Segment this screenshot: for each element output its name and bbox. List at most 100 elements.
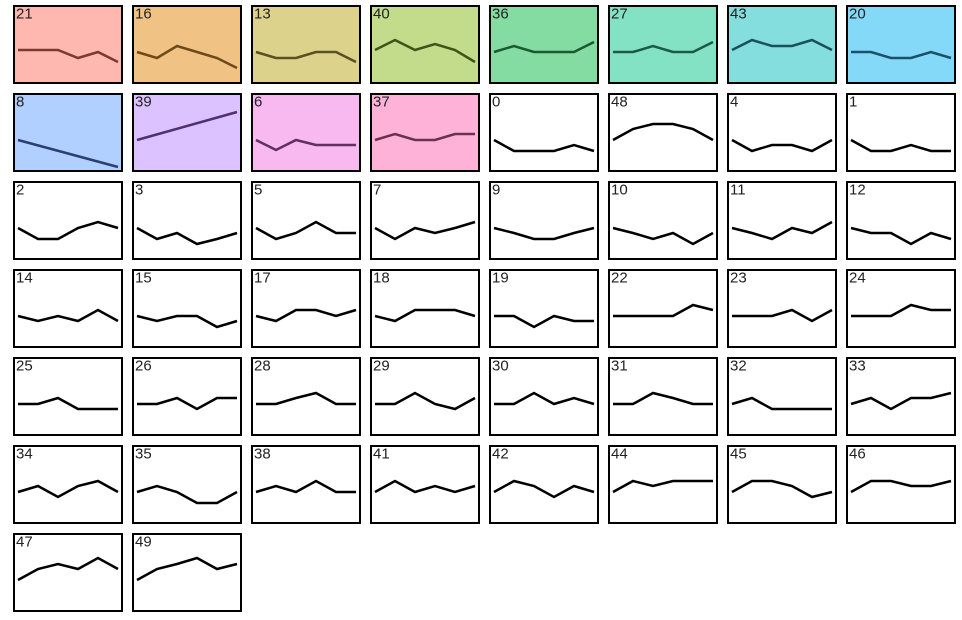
sparkline (613, 303, 714, 318)
sparkline (731, 479, 833, 499)
sparkline (494, 314, 594, 329)
sparkline (255, 138, 356, 152)
tile[interactable] (846, 181, 956, 260)
sparkline (255, 479, 356, 494)
tile-label: 24 (849, 269, 866, 286)
tile-label: 12 (849, 181, 866, 198)
sparkline (17, 220, 119, 241)
tile-label: 1 (849, 93, 857, 110)
tile[interactable] (251, 445, 361, 524)
tile-label: 15 (135, 269, 152, 286)
tile-label: 19 (492, 269, 509, 286)
sparkline (850, 138, 951, 153)
sparkline (613, 40, 714, 54)
tile[interactable] (251, 93, 361, 172)
tile-label: 45 (730, 445, 747, 462)
sparkline (255, 50, 357, 64)
tile[interactable] (489, 181, 599, 260)
tile[interactable] (489, 93, 599, 172)
tile-label: 36 (492, 5, 509, 22)
tile-label: 31 (611, 357, 628, 374)
tile-label: 46 (849, 445, 866, 462)
sparkline (851, 303, 951, 318)
tile[interactable] (132, 445, 242, 524)
tile[interactable] (727, 269, 837, 348)
sparkline (256, 391, 356, 406)
tile-label: 8 (16, 93, 24, 110)
sparkline (374, 479, 476, 494)
tile-label: 23 (730, 269, 747, 286)
sparkline (493, 40, 595, 54)
tile-label: 2 (16, 181, 24, 198)
tile[interactable] (13, 5, 123, 84)
sparkline (613, 391, 713, 406)
tile[interactable] (608, 5, 718, 84)
tile-label: 48 (611, 93, 628, 110)
tile-label: 33 (849, 357, 866, 374)
tile-label: 9 (492, 181, 500, 198)
tile[interactable] (489, 5, 599, 84)
tile[interactable] (132, 269, 242, 348)
tile[interactable] (132, 93, 242, 172)
tile[interactable] (370, 357, 480, 436)
tile[interactable] (13, 181, 123, 260)
tile[interactable] (608, 269, 718, 348)
tile[interactable] (370, 5, 480, 84)
sparkline (375, 391, 476, 411)
sparkline (17, 479, 119, 499)
sparkline (17, 138, 119, 169)
sparkline (731, 396, 832, 411)
sparkline (731, 220, 833, 241)
tile-label: 5 (254, 181, 262, 198)
sparkline (732, 308, 833, 323)
tile[interactable] (727, 357, 837, 436)
tile[interactable] (13, 269, 123, 348)
sparkline (136, 556, 238, 582)
tile-label: 38 (254, 445, 271, 462)
tile-label: 6 (254, 93, 262, 110)
tile-label: 7 (373, 181, 381, 198)
tile[interactable] (251, 181, 361, 260)
sparkline (612, 122, 714, 142)
tile[interactable] (846, 5, 956, 84)
sparkline (136, 226, 238, 246)
tile[interactable] (846, 93, 956, 172)
tile-label: 39 (135, 93, 152, 110)
sparkline (850, 391, 952, 411)
tile-label: 10 (611, 181, 628, 198)
tile[interactable] (608, 181, 718, 260)
tile[interactable] (370, 181, 480, 260)
tile[interactable] (727, 93, 837, 172)
sparkline (374, 308, 476, 323)
sparkline (255, 308, 357, 323)
sparkline (494, 391, 595, 406)
tile-label: 13 (254, 5, 271, 22)
tile[interactable] (13, 93, 123, 172)
tile-label: 30 (492, 357, 509, 374)
sparkline (612, 226, 714, 246)
tile[interactable] (489, 357, 599, 436)
tile[interactable] (608, 357, 718, 436)
tile-label: 4 (730, 93, 738, 110)
tile[interactable] (727, 181, 837, 260)
sparkline (374, 38, 476, 64)
tile[interactable] (132, 357, 242, 436)
tile-label: 17 (254, 269, 271, 286)
tile[interactable] (727, 5, 837, 84)
tile[interactable] (251, 5, 361, 84)
sparkline (17, 308, 119, 323)
sparkline (136, 110, 238, 142)
tile-label: 34 (16, 445, 33, 462)
tile[interactable] (132, 5, 242, 84)
tile[interactable] (251, 269, 361, 348)
tile[interactable] (132, 181, 242, 260)
tile[interactable] (370, 269, 480, 348)
sparkline (851, 50, 952, 60)
sparkline (493, 226, 595, 241)
tile-label: 43 (730, 5, 747, 22)
tile[interactable] (846, 269, 956, 348)
tile[interactable] (489, 269, 599, 348)
tile[interactable] (370, 93, 480, 172)
tile[interactable] (13, 357, 123, 436)
